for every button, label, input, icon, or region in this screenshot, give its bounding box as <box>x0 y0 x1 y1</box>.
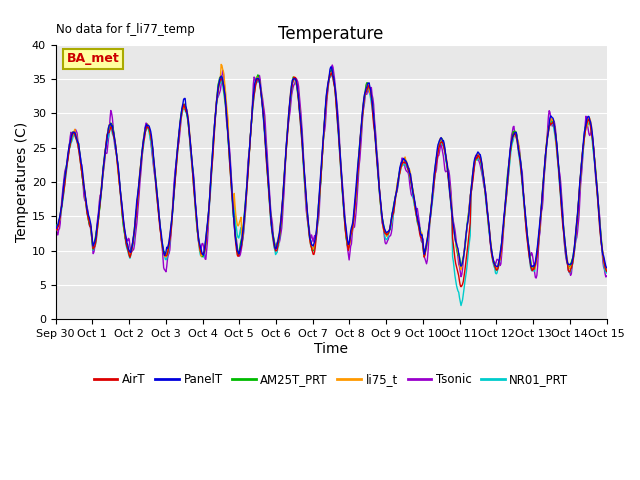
Y-axis label: Temperatures (C): Temperatures (C) <box>15 122 29 242</box>
Text: BA_met: BA_met <box>67 52 120 65</box>
Text: No data for f_li77_temp: No data for f_li77_temp <box>56 23 195 36</box>
Title: Temperature: Temperature <box>278 25 384 43</box>
Legend: AirT, PanelT, AM25T_PRT, li75_t, Tsonic, NR01_PRT: AirT, PanelT, AM25T_PRT, li75_t, Tsonic,… <box>89 368 573 390</box>
X-axis label: Time: Time <box>314 342 348 356</box>
